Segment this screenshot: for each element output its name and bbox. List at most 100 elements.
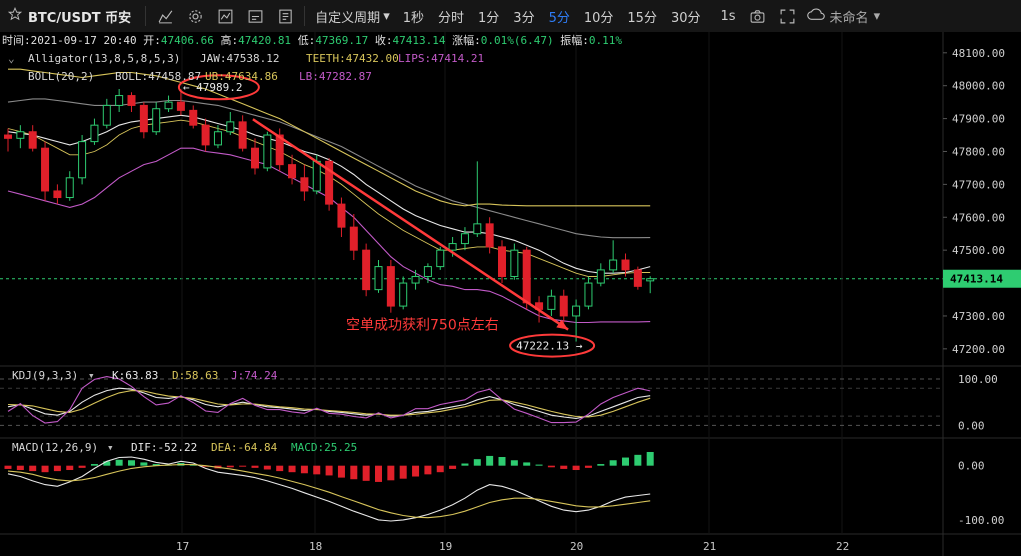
ohlc-label-3: 低: [298,34,316,47]
macd-histogram-bar [226,465,234,468]
candle-body [16,131,25,139]
collapse-icon[interactable]: ⌄ [8,52,15,65]
macd-histogram-bar [399,465,407,479]
macd-histogram-bar [325,465,333,476]
macd-histogram-bar [115,459,123,466]
timeframe-0[interactable]: 1秒 [402,10,424,26]
candle-body [65,177,74,199]
timeframe-3[interactable]: 3分 [513,10,535,26]
price-tick-label: 47200.00 [952,343,1005,356]
chart-window-icon[interactable] [240,1,270,31]
candle-body [41,147,50,192]
macd-histogram-bar [140,462,148,466]
macd-histogram-bar [523,462,531,466]
alligator-teeth: TEETH:47432.00 [306,52,399,65]
candle-body [362,249,371,291]
timeframe-6[interactable]: 15分 [627,10,657,26]
candle-body [559,295,568,317]
ohlc-label-0: 时间: [2,34,31,47]
chart-area[interactable]: ← 47989.2 47222.13 → 空单成功获利750点左右 48100.00… [0,32,1021,556]
current-price-label: 47413.14 [950,273,1003,286]
ohlc-value-3: 47369.17 [315,34,375,47]
kdj-d: D:58.63 [172,369,218,382]
macd-histogram-bar [510,460,518,466]
high-marker-label: ← 47989.2 [183,81,243,94]
kdj-j: J:74.24 [231,369,278,382]
timeframe-5[interactable]: 10分 [583,10,614,26]
candle-body [572,305,581,317]
candle-body [4,134,12,139]
candle-body [78,141,87,179]
macd-histogram-bar [239,465,247,467]
candle-body [312,160,321,192]
gear-icon[interactable] [180,1,210,31]
candle-body [498,246,506,277]
timeframe-1[interactable]: 分时 [438,10,465,26]
macd-dea: DEA:-64.84 [211,441,278,454]
candles-icon[interactable] [150,1,180,31]
divider [145,6,147,26]
macd-histogram-bar [375,465,382,482]
macd-histogram-bar [350,465,358,480]
macd-histogram-bar [29,465,37,472]
macd-histogram-bar [128,460,135,466]
candle-body [522,249,531,304]
macd-menu-icon[interactable]: ▾ [107,441,114,454]
alligator-lips: LIPS:47414.21 [398,52,484,65]
candle-body [189,109,198,126]
candle-body [176,101,185,111]
candle-body [139,104,148,133]
candle-body [510,249,519,277]
candle-body [288,164,297,179]
macd-histogram-bar [276,465,284,472]
macd-histogram-bar [90,464,98,466]
macd-histogram-bar [78,465,86,468]
candle-body [115,95,124,106]
candle-body [263,134,272,169]
price-tick-label: 47800.00 [952,145,1005,158]
price-tick-label: 47500.00 [952,244,1005,257]
macd-histogram-bar [461,463,469,466]
period-menu-label: 自定义周期 [315,10,381,26]
candle-body [423,266,432,277]
layout-name[interactable]: 未命名 ▾ [803,7,880,26]
indicators-icon[interactable] [210,1,240,31]
candle-body [547,295,556,310]
macd-histogram-bar [646,451,654,466]
high-marker-circle [177,74,260,101]
time-tick-label: 21 [703,540,716,553]
fullscreen-icon[interactable] [773,1,803,31]
macd-tick-label: 0.00 [958,460,985,473]
trade-note: 空单成功获利750点左右 [346,318,499,334]
timeframe-4[interactable]: 5分 [548,10,570,26]
timeframe-2[interactable]: 1分 [478,10,500,26]
price-tick-label: 47700.00 [952,178,1005,191]
kdj-menu-icon[interactable]: ▾ [88,369,95,382]
save-icon[interactable] [270,1,300,31]
annotations: ← 47989.2 47222.13 → 空单成功获利750点左右 [177,74,596,358]
time-tick-label: 20 [570,540,583,553]
timeframe-7[interactable]: 30分 [670,10,701,26]
camera-icon[interactable] [743,1,773,31]
macd-histogram-bar [53,465,61,472]
ohlc-value-0: 2021-09-17 20:40 [31,34,144,47]
candle-body [238,121,247,149]
kdj-name: KDJ(9,3,3) [12,369,78,382]
star-icon[interactable] [7,6,23,25]
time-tick-label: 17 [176,540,189,553]
macd-histogram-bar [609,460,617,466]
grid [0,32,1021,535]
macd-histogram-bar [313,465,321,475]
candle-body [251,147,259,169]
kdj-j-line [7,376,651,424]
candle-body [201,124,210,146]
candle-body [411,275,420,284]
candle-body [399,282,408,307]
symbol-selector[interactable]: BTC/USDT 币安 [0,6,141,26]
candle-body [325,160,334,205]
seconds-toggle[interactable]: 1s [720,8,736,24]
candle-body [485,223,494,248]
period-menu[interactable]: 自定义周期 ▾ [309,7,396,26]
candle-body [386,266,395,307]
boll-mid: BOLL:47458.87 [115,70,201,83]
